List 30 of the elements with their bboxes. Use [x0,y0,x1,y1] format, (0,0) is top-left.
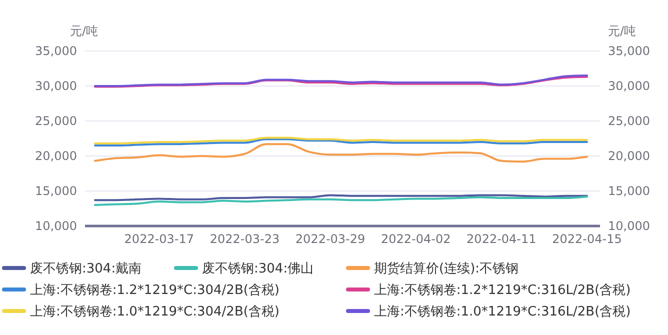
y-tick-label: 20,000 [35,149,77,164]
y2-axis-title: 元/吨 [608,24,636,38]
legend-label: 期货结算价(连续):不锈钢 [374,262,519,277]
x-tick-label: 2022-03-29 [295,232,366,246]
x-tick-label: 2022-03-17 [124,232,194,246]
line-series [94,196,588,206]
y-tick-label: 10,000 [35,219,77,234]
x-tick-label: 2022-03-23 [210,232,280,246]
y2-tick-label: 20,000 [608,149,650,164]
y-tick-label: 15,000 [35,184,77,198]
y2-tick-label: 10,000 [608,219,650,234]
y2-tick-label: 35,000 [608,44,650,58]
x-tick-label: 2022-04-15 [552,232,622,246]
legend-label: 废不锈钢:304:戴南 [30,262,142,277]
line-series [94,138,588,146]
legend-label: 上海:不锈钢卷:1.0*1219*C:304/2B(含税) [30,304,280,320]
y2-tick-label: 25,000 [608,114,650,128]
y-tick-label: 35,000 [35,44,77,58]
y-tick-label: 30,000 [35,79,77,94]
y-tick-label: 25,000 [35,114,77,128]
legend-label: 上海:不锈钢卷:1.0*1219*C:316L/2B(含税) [374,304,631,320]
x-tick-label: 2022-04-02 [380,232,451,246]
y-axis-title: 元/吨 [70,24,98,38]
y2-tick-label: 15,000 [608,184,650,198]
legend-label: 上海:不锈钢卷:1.2*1219*C:304/2B(含税) [30,283,280,298]
legend-label: 废不锈钢:304:佛山 [202,262,314,277]
legend-label: 上海:不锈钢卷:1.2*1219*C:316L/2B(含税) [374,283,631,298]
x-tick-label: 2022-04-11 [466,232,536,246]
y2-tick-label: 30,000 [608,79,650,94]
line-series [94,143,588,163]
